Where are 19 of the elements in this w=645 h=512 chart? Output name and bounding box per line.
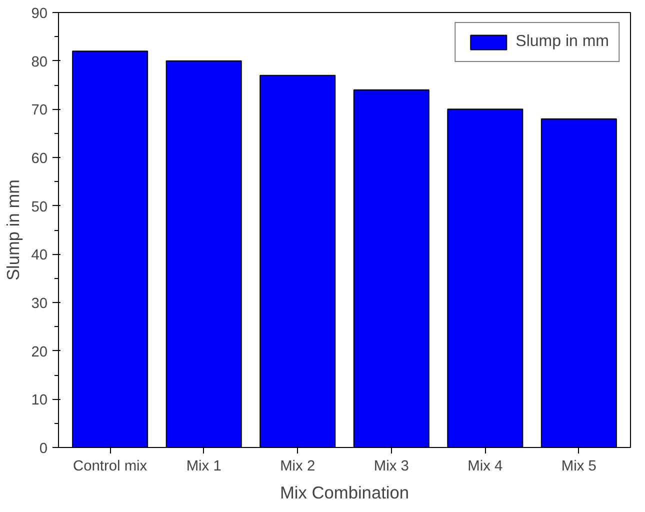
y-tick-label: 20: [31, 344, 48, 360]
y-axis-title: Slump in mm: [3, 179, 24, 281]
x-axis-title: Mix Combination: [280, 482, 410, 502]
y-tick-label: 30: [31, 296, 48, 312]
y-tick-label: 40: [31, 248, 48, 264]
y-tick-label: 60: [31, 151, 48, 167]
legend-label: Slump in mm: [516, 33, 609, 51]
y-tick-label: 50: [31, 199, 48, 216]
y-tick-label: 0: [39, 441, 48, 457]
x-tick-label: Mix 2: [280, 458, 316, 474]
x-tick-label: Mix 5: [561, 458, 596, 474]
y-tick-label: 90: [31, 6, 48, 22]
y-tick-label: 10: [31, 392, 48, 409]
y-tick-label: 70: [31, 102, 48, 119]
x-tick-label: Control mix: [73, 458, 148, 474]
x-tick-label: Mix 3: [374, 458, 409, 474]
x-tick-label: Mix 1: [186, 458, 222, 474]
y-tick-label: 80: [31, 54, 48, 70]
x-tick-label: Mix 4: [468, 458, 503, 474]
